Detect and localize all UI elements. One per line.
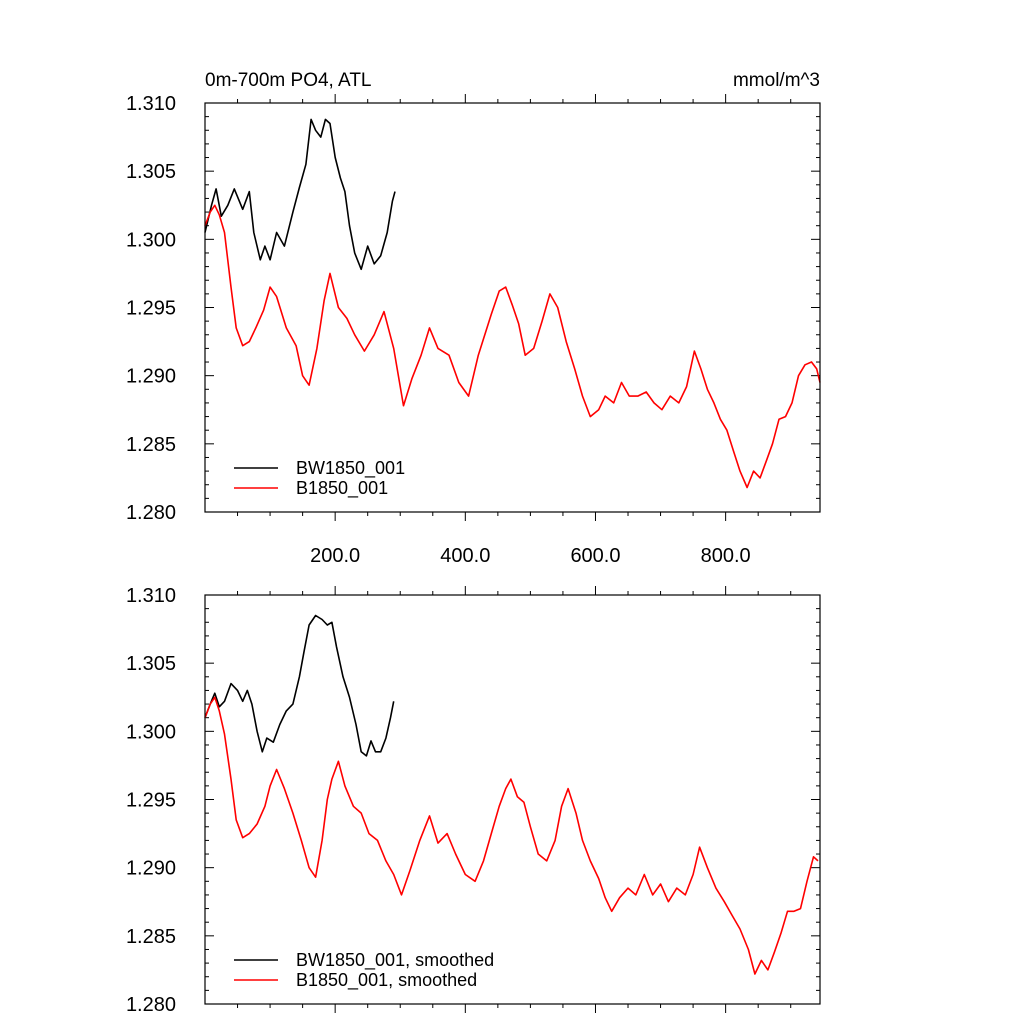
x-tick-label: 600.0 <box>570 545 620 567</box>
y-tick-label: 1.310 <box>126 585 176 607</box>
bottom-panel-series <box>204 614 819 975</box>
y-tick-label: 1.290 <box>126 366 176 388</box>
y-tick-label: 1.300 <box>126 721 176 743</box>
bottom-series-line-2 <box>204 696 819 975</box>
top-panel: 0m-700m PO4, ATL mmol/m^3 1.310 1.305 1.30… <box>126 70 821 567</box>
x-tick-label: 800.0 <box>701 545 751 567</box>
y-tick-label: 1.290 <box>126 858 176 880</box>
y-tick-label: 1.300 <box>126 229 176 251</box>
top-series-line-2 <box>204 204 821 489</box>
x-tick-label: 400.0 <box>440 545 490 567</box>
y-tick-label: 1.280 <box>126 994 176 1016</box>
y-tick-label: 1.310 <box>126 93 176 115</box>
top-plot-frame <box>204 102 821 513</box>
top-panel-series <box>204 118 821 489</box>
legend-label: B1850_001 <box>296 478 388 499</box>
top-panel-title: 0m-700m PO4, ATL <box>205 70 372 91</box>
y-tick-label: 1.305 <box>126 161 176 183</box>
bottom-panel: 1.310 1.305 1.300 1.295 1.290 1.285 1.280 BW18… <box>126 585 821 1016</box>
y-tick-label: 1.285 <box>126 434 176 456</box>
y-tick-label: 1.305 <box>126 653 176 675</box>
bottom-plot-frame <box>204 594 821 1005</box>
y-tick-label: 1.295 <box>126 790 176 812</box>
y-tick-label: 1.295 <box>126 298 176 320</box>
legend-label: BW1850_001 <box>296 458 405 479</box>
bottom-panel-ticks: 1.310 1.305 1.300 1.295 1.290 1.285 1.280 <box>126 585 820 1016</box>
x-tick-label: 200.0 <box>310 545 360 567</box>
top-panel-units: mmol/m^3 <box>733 70 820 91</box>
y-tick-label: 1.280 <box>126 502 176 524</box>
y-tick-label: 1.285 <box>126 926 176 948</box>
bottom-series-line-1 <box>204 614 395 757</box>
legend-label: B1850_001, smoothed <box>296 970 477 991</box>
legend-label: BW1850_001, smoothed <box>296 950 494 971</box>
top-series-line-1 <box>204 118 396 271</box>
top-panel-ticks: 1.310 1.305 1.300 1.295 1.290 1.285 1.280 200.0… <box>126 93 820 567</box>
